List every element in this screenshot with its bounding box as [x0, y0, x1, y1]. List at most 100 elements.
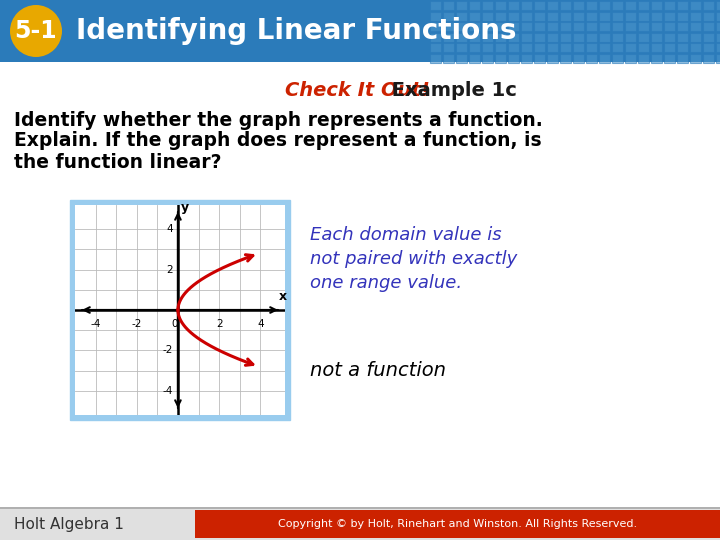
- Bar: [195, 510, 720, 538]
- Bar: [573, 32, 584, 42]
- Bar: [521, 32, 532, 42]
- Bar: [716, 43, 720, 52]
- Bar: [521, 11, 532, 21]
- Bar: [638, 53, 649, 63]
- Bar: [508, 22, 519, 31]
- Bar: [547, 53, 558, 63]
- Bar: [0, 508, 720, 540]
- Bar: [573, 11, 584, 21]
- Bar: [430, 32, 441, 42]
- Bar: [560, 53, 571, 63]
- Text: Each domain value is: Each domain value is: [310, 226, 502, 244]
- Bar: [495, 11, 506, 21]
- Text: Holt Algebra 1: Holt Algebra 1: [14, 516, 124, 531]
- Bar: [482, 53, 493, 63]
- Bar: [534, 43, 545, 52]
- Bar: [690, 1, 701, 10]
- Bar: [443, 1, 454, 10]
- Bar: [716, 22, 720, 31]
- Bar: [443, 11, 454, 21]
- Bar: [586, 53, 597, 63]
- Bar: [443, 22, 454, 31]
- Bar: [664, 43, 675, 52]
- Bar: [638, 1, 649, 10]
- Bar: [508, 1, 519, 10]
- Bar: [612, 53, 623, 63]
- Bar: [456, 53, 467, 63]
- Bar: [703, 1, 714, 10]
- Bar: [521, 53, 532, 63]
- Bar: [651, 1, 662, 10]
- Bar: [430, 43, 441, 52]
- Bar: [443, 32, 454, 42]
- Bar: [560, 32, 571, 42]
- Bar: [586, 43, 597, 52]
- Text: 4: 4: [166, 224, 173, 234]
- Bar: [690, 43, 701, 52]
- Bar: [677, 1, 688, 10]
- Bar: [716, 32, 720, 42]
- Bar: [690, 11, 701, 21]
- Bar: [625, 22, 636, 31]
- Bar: [677, 32, 688, 42]
- Bar: [638, 11, 649, 21]
- Text: one range value.: one range value.: [310, 274, 462, 292]
- Bar: [703, 43, 714, 52]
- Bar: [547, 22, 558, 31]
- Bar: [521, 1, 532, 10]
- Text: 0: 0: [171, 319, 178, 329]
- Circle shape: [10, 5, 62, 57]
- Bar: [690, 32, 701, 42]
- Text: 2: 2: [166, 265, 173, 275]
- Bar: [677, 43, 688, 52]
- Bar: [625, 32, 636, 42]
- Bar: [664, 11, 675, 21]
- Text: not a function: not a function: [310, 361, 446, 380]
- Bar: [612, 1, 623, 10]
- Bar: [677, 53, 688, 63]
- Bar: [456, 11, 467, 21]
- Text: -4: -4: [163, 386, 173, 396]
- Bar: [456, 22, 467, 31]
- Bar: [703, 32, 714, 42]
- Bar: [508, 53, 519, 63]
- Bar: [599, 11, 610, 21]
- Bar: [560, 1, 571, 10]
- Bar: [599, 53, 610, 63]
- Bar: [703, 22, 714, 31]
- Bar: [547, 11, 558, 21]
- Text: 2: 2: [216, 319, 222, 329]
- Bar: [664, 32, 675, 42]
- Bar: [664, 22, 675, 31]
- Text: -2: -2: [132, 319, 142, 329]
- Bar: [612, 11, 623, 21]
- Bar: [469, 32, 480, 42]
- Text: Identify whether the graph represents a function.: Identify whether the graph represents a …: [14, 111, 543, 130]
- Bar: [651, 53, 662, 63]
- Bar: [508, 11, 519, 21]
- Bar: [625, 1, 636, 10]
- Bar: [612, 32, 623, 42]
- Bar: [651, 11, 662, 21]
- Text: 4: 4: [257, 319, 264, 329]
- Bar: [716, 53, 720, 63]
- Bar: [638, 22, 649, 31]
- Bar: [599, 1, 610, 10]
- Bar: [664, 1, 675, 10]
- Text: -2: -2: [163, 346, 173, 355]
- Bar: [534, 22, 545, 31]
- Bar: [495, 1, 506, 10]
- Text: not paired with exactly: not paired with exactly: [310, 250, 517, 268]
- Bar: [703, 11, 714, 21]
- Bar: [586, 11, 597, 21]
- Text: Identifying Linear Functions: Identifying Linear Functions: [76, 17, 516, 45]
- Bar: [560, 22, 571, 31]
- Bar: [690, 53, 701, 63]
- Bar: [547, 1, 558, 10]
- Bar: [75, 205, 285, 415]
- Bar: [534, 1, 545, 10]
- Bar: [469, 22, 480, 31]
- Bar: [547, 32, 558, 42]
- Bar: [430, 22, 441, 31]
- Bar: [495, 43, 506, 52]
